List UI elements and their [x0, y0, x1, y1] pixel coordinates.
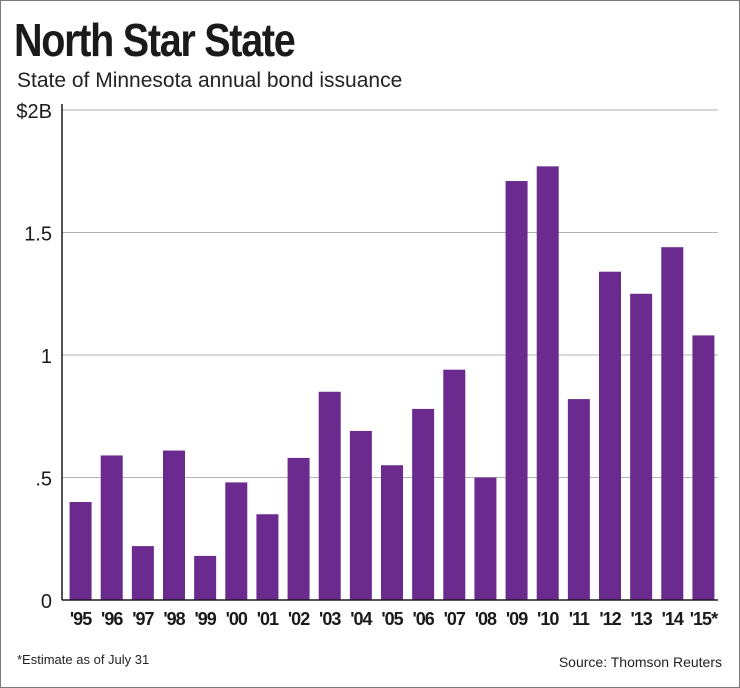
bar — [381, 465, 403, 600]
bar — [131, 546, 154, 600]
x-tick-label: '06 — [412, 609, 434, 629]
bar — [225, 482, 248, 600]
bar — [163, 450, 185, 600]
x-tick-label: '05 — [381, 609, 403, 629]
x-tick-label: '15* — [690, 609, 718, 629]
y-tick-label: 1 — [41, 346, 52, 368]
x-tick-label: '14 — [662, 609, 684, 629]
x-tick-label: '99 — [194, 609, 216, 629]
bar — [318, 391, 341, 600]
x-tick-label: '95 — [70, 609, 92, 629]
y-tick-label: $2B — [16, 101, 52, 123]
x-tick-label: '12 — [599, 609, 621, 629]
bar — [630, 293, 653, 600]
x-tick-label: '98 — [163, 609, 185, 629]
x-tick-label: '08 — [475, 609, 497, 629]
bar — [349, 430, 372, 600]
bar — [194, 555, 217, 600]
bar — [256, 514, 279, 600]
bar — [100, 455, 123, 600]
chart-subtitle: State of Minnesota annual bond issuance — [17, 69, 403, 92]
bar — [661, 247, 684, 600]
y-tick-label: .5 — [35, 469, 52, 491]
bar — [692, 335, 715, 600]
bar — [536, 166, 559, 600]
x-tick-label: '97 — [132, 609, 154, 629]
footnote: *Estimate as of July 31 — [17, 652, 150, 667]
source-note: Source: Thomson Reuters — [558, 654, 722, 670]
x-tick-label: '11 — [569, 609, 590, 629]
y-tick-label: 0 — [41, 591, 52, 613]
bar — [599, 271, 621, 600]
bar — [567, 399, 590, 600]
bar — [287, 457, 310, 600]
bar — [443, 369, 466, 600]
bar — [412, 408, 435, 600]
x-tick-label: '00 — [226, 609, 248, 629]
x-tick-label: '03 — [319, 609, 341, 629]
x-tick-label: '13 — [630, 609, 652, 629]
bar — [505, 181, 528, 601]
x-tick-label: '02 — [288, 609, 310, 629]
y-tick-label: 1.5 — [24, 224, 52, 246]
bar — [474, 477, 497, 600]
x-tick-label: '96 — [101, 609, 123, 629]
x-tick-label: '01 — [257, 609, 279, 629]
bar — [69, 502, 92, 600]
chart-title: North Star State — [14, 14, 296, 66]
x-tick-label: '10 — [537, 609, 559, 629]
x-tick-label: '09 — [506, 609, 528, 629]
x-tick-label: '04 — [350, 609, 372, 629]
x-tick-label: '07 — [444, 609, 466, 629]
